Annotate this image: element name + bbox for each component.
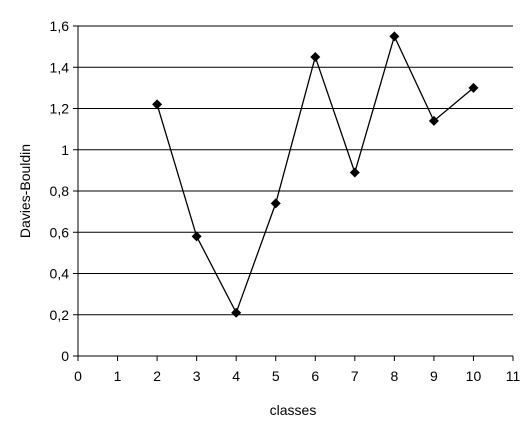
y-tick-label: 1 xyxy=(61,142,69,158)
y-tick-label: 0,4 xyxy=(50,266,70,282)
x-tick-label: 4 xyxy=(232,368,240,384)
y-tick-label: 0,8 xyxy=(50,183,70,199)
y-tick-label: 0,6 xyxy=(50,224,70,240)
y-tick-label: 1,6 xyxy=(50,18,70,34)
y-tick-label: 1,4 xyxy=(50,59,70,75)
y-tick-label: 1,2 xyxy=(50,101,70,117)
data-point-marker xyxy=(428,115,439,126)
x-tick-label: 7 xyxy=(351,368,359,384)
data-point-marker xyxy=(152,99,163,110)
gridlines xyxy=(78,25,513,316)
x-tick-label: 11 xyxy=(506,368,521,384)
x-axis-tick-labels: 0 1 2 3 4 5 6 7 8 9 10 11 xyxy=(74,368,520,384)
axes xyxy=(73,25,514,361)
x-tick-label: 1 xyxy=(114,368,122,384)
x-tick-label: 6 xyxy=(311,368,319,384)
y-tick-label: 0 xyxy=(61,348,69,364)
data-point-marker xyxy=(468,82,479,93)
x-tick-label: 5 xyxy=(272,368,280,384)
x-tick-label: 8 xyxy=(390,368,398,384)
data-point-marker xyxy=(231,307,242,318)
series-line xyxy=(156,34,474,315)
y-axis-tick-labels: 0 0,2 0,4 0,6 0,8 1 1,2 1,4 1,6 xyxy=(50,18,70,364)
x-axis-title: classes xyxy=(270,402,317,418)
y-axis-title: Davies-Bouldin xyxy=(17,144,33,238)
data-point-marker xyxy=(270,198,281,209)
data-point-marker xyxy=(349,167,360,178)
x-tick-label: 3 xyxy=(193,368,201,384)
x-tick-label: 0 xyxy=(74,368,82,384)
data-point-marker xyxy=(310,51,321,62)
data-point-marker xyxy=(389,31,400,42)
x-tick-label: 10 xyxy=(466,368,482,384)
x-tick-label: 9 xyxy=(430,368,438,384)
y-tick-label: 0,2 xyxy=(50,307,70,323)
data-point-marker xyxy=(191,231,202,242)
series xyxy=(152,31,479,318)
x-tick-label: 2 xyxy=(153,368,161,384)
